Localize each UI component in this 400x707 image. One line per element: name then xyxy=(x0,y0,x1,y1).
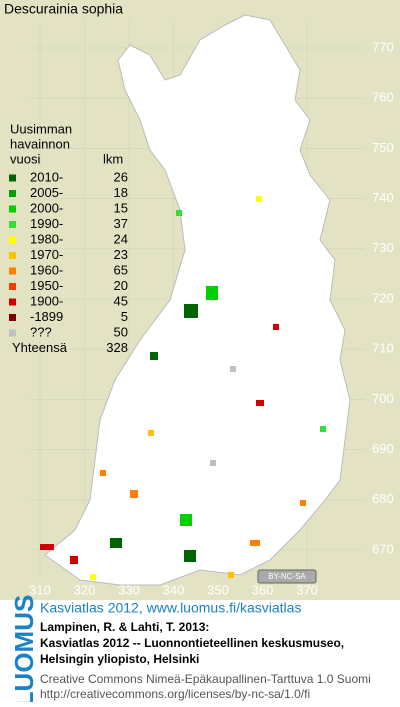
y-grid-label: 760 xyxy=(372,90,394,105)
dot xyxy=(273,324,279,330)
citation-line: Helsingin yliopisto, Helsinki xyxy=(40,652,199,666)
headline: Kasviatlas 2012, www.luomus.fi/kasviatla… xyxy=(40,600,301,616)
dot xyxy=(184,550,196,562)
legend-label: 1990- xyxy=(30,216,63,231)
legend-label: 1950- xyxy=(30,278,63,293)
legend-count: 26 xyxy=(114,169,128,184)
legend-count: 23 xyxy=(114,247,128,262)
legend-total-label: Yhteensä xyxy=(12,340,68,355)
legend-swatch xyxy=(9,205,16,213)
dot xyxy=(206,286,218,300)
dot xyxy=(100,470,106,476)
legend-header: vuosi xyxy=(10,151,40,166)
dot xyxy=(320,426,326,432)
badge-text: BY-NC-SA xyxy=(268,572,306,581)
dot xyxy=(184,304,198,318)
x-grid-label: 320 xyxy=(74,582,96,597)
dot xyxy=(180,514,192,526)
dot xyxy=(300,500,306,506)
legend-label: 1900- xyxy=(30,293,63,308)
legend-count: 20 xyxy=(114,278,128,293)
observation-dots xyxy=(40,196,326,580)
legend-swatch xyxy=(9,221,16,228)
legend-label: 2010- xyxy=(30,169,63,184)
x-grid-label: 350 xyxy=(207,582,229,597)
dot xyxy=(210,460,216,466)
x-grid-label: 370 xyxy=(296,582,318,597)
legend-count: 15 xyxy=(114,200,128,215)
legend-header: Uusimman xyxy=(10,121,72,136)
legend-total: 328 xyxy=(106,340,128,355)
legend-label: 2005- xyxy=(30,185,63,200)
x-grid-label: 340 xyxy=(163,582,185,597)
dot xyxy=(256,400,264,406)
legend-label: -1899 xyxy=(30,309,63,324)
legend-count: 65 xyxy=(114,262,128,277)
dot xyxy=(90,574,96,580)
y-grid-label: 720 xyxy=(372,290,394,305)
map-title: Descurainia sophia xyxy=(4,1,123,17)
legend-count: 24 xyxy=(114,231,128,246)
dot xyxy=(150,352,158,360)
x-grid-label: 310 xyxy=(29,582,51,597)
legend-count: 37 xyxy=(114,216,128,231)
legend-swatch xyxy=(9,298,16,306)
y-grid-label: 750 xyxy=(372,140,394,155)
legend-header: havainnon xyxy=(10,136,70,151)
legend-swatch xyxy=(9,314,16,321)
dot xyxy=(70,556,78,564)
legend-label: 1970- xyxy=(30,247,63,262)
x-grid-label: 360 xyxy=(252,582,274,597)
dot xyxy=(256,196,262,202)
legend-count: 50 xyxy=(114,324,128,339)
legend-label: 2000- xyxy=(30,200,63,215)
dot xyxy=(148,430,154,436)
legend-swatch xyxy=(9,283,16,290)
legend-label: 1980- xyxy=(30,231,63,246)
dot xyxy=(176,210,182,216)
legend-swatch xyxy=(9,252,16,259)
y-grid-label: 670 xyxy=(372,541,394,556)
legend-swatch xyxy=(9,174,16,182)
license-line: Creative Commons Nimeä-Epäkaupallinen-Ta… xyxy=(40,672,371,686)
legend-swatch xyxy=(9,190,16,197)
license-badge: BY-NC-SA xyxy=(257,569,317,584)
legend-label: 1960- xyxy=(30,262,63,277)
y-grid-label: 680 xyxy=(372,491,394,506)
y-grid-label: 770 xyxy=(372,39,394,54)
dot xyxy=(130,490,138,498)
legend-swatch xyxy=(9,236,16,244)
logo: LUOMUS xyxy=(9,595,39,702)
dot xyxy=(250,540,260,546)
x-grid-label: 330 xyxy=(118,582,140,597)
badge-box xyxy=(257,569,317,584)
dot xyxy=(110,538,122,548)
legend-count: 5 xyxy=(121,309,128,324)
y-grid-label: 690 xyxy=(372,441,394,456)
finland-outline xyxy=(44,14,351,586)
citation-line: Lampinen, R. & Lahti, T. 2013: xyxy=(40,620,209,634)
legend-count-header: lkm xyxy=(103,151,123,166)
dot xyxy=(228,572,234,578)
legend-count: 18 xyxy=(114,185,128,200)
dot xyxy=(230,366,236,372)
dot xyxy=(40,544,54,550)
y-grid-label: 710 xyxy=(372,341,394,356)
citation-line: Kasviatlas 2012 -- Luonnontieteellinen k… xyxy=(40,636,344,650)
y-grid-label: 740 xyxy=(372,190,394,205)
y-grid-label: 700 xyxy=(372,391,394,406)
legend-label: ??? xyxy=(30,324,52,339)
license-line: http://creativecommons.org/licenses/by-n… xyxy=(40,687,310,701)
legend-swatch xyxy=(9,267,16,275)
legend-swatch xyxy=(9,329,16,337)
legend-count: 45 xyxy=(114,293,128,308)
y-grid-label: 730 xyxy=(372,240,394,255)
